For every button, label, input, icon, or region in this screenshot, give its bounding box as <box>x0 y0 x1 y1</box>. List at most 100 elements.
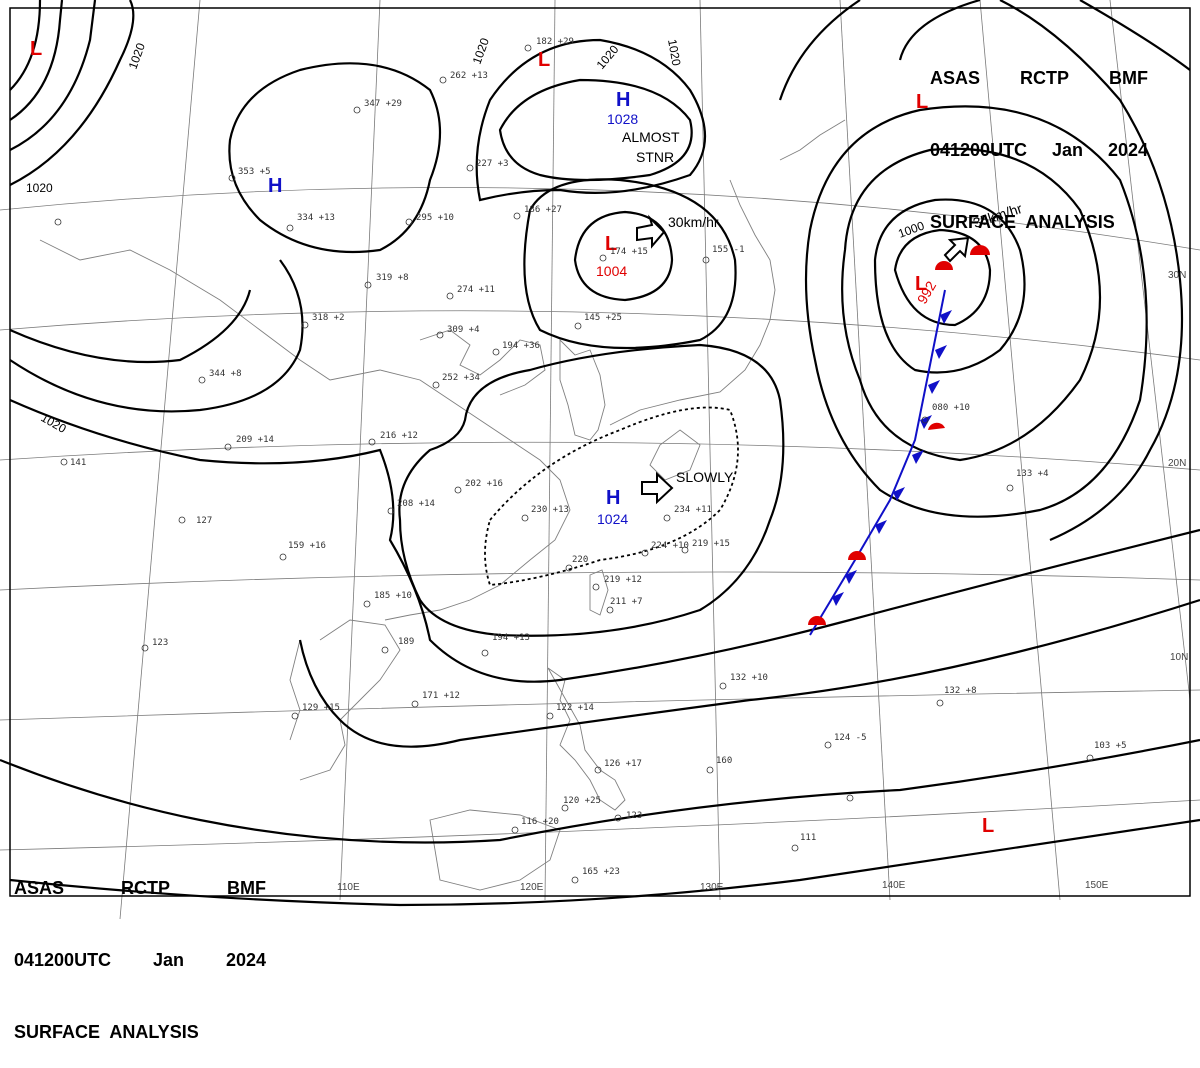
high-pressure-symbol: H <box>616 89 630 111</box>
station-label: 111 <box>800 833 816 843</box>
station-label: 252 +34 <box>442 373 480 383</box>
isobar <box>778 0 1184 542</box>
station-label: 080 +10 <box>932 403 970 413</box>
station-label: 347 +29 <box>364 99 402 109</box>
isobar <box>228 62 442 254</box>
isobar <box>498 78 693 182</box>
warm-front-marks <box>808 245 990 625</box>
station-label: 145 +25 <box>584 313 622 323</box>
high-pressure-symbol: H <box>268 175 282 197</box>
header-line-2: 041200UTC Jan 2024 <box>930 138 1148 162</box>
station-label: 194 +36 <box>502 341 540 351</box>
isobar <box>0 738 1200 844</box>
coast-taiwan <box>589 569 609 616</box>
isobar <box>298 598 1200 748</box>
station-label: 211 +7 <box>610 597 643 607</box>
station-label: 202 +16 <box>465 479 503 489</box>
lat-label: 20N <box>1168 458 1186 469</box>
graticule <box>0 0 1200 919</box>
station-label: 309 +4 <box>447 325 480 335</box>
low-pressure-symbol: L <box>982 815 994 837</box>
coast-borneo <box>429 809 561 891</box>
low-pressure-symbol: L <box>915 273 927 295</box>
station-label: 103 +5 <box>1094 741 1127 751</box>
station-label: 216 +12 <box>380 431 418 441</box>
isobar <box>9 0 64 121</box>
station-label: 344 +8 <box>209 369 242 379</box>
station-label: 141 <box>70 458 86 468</box>
map-header-top: ASAS RCTP BMF 041200UTC Jan 2024 SURFACE… <box>930 18 1148 258</box>
motion-arrow-low-east <box>943 236 970 263</box>
isobar-dotted <box>484 406 739 586</box>
coastlines <box>39 119 846 891</box>
high-pressure-value: 1028 <box>607 111 638 127</box>
header-time: 041200UTC <box>14 950 112 970</box>
header-line-2: 041200UTC Jan 2024 <box>14 948 266 972</box>
isobar <box>804 105 1148 518</box>
high-pressure-value: 1024 <box>597 511 628 527</box>
isobar <box>9 289 252 364</box>
isobars <box>0 0 1200 907</box>
isobar <box>873 198 1026 374</box>
motion-label: SLOWLY <box>676 469 734 485</box>
header-region: ASAS <box>14 878 65 898</box>
isobar <box>9 0 97 151</box>
station-label: 224 +10 <box>651 541 689 551</box>
low-pressure-value: 1004 <box>596 263 627 279</box>
weather-map: 1020 1020 1020 1020 1020 1020 1000 H 102… <box>0 0 1200 919</box>
station-label: 124 -5 <box>834 733 867 743</box>
isobar <box>398 343 785 637</box>
station-label: 295 +10 <box>416 213 454 223</box>
station-label: 189 <box>398 637 414 647</box>
station-label: 185 +10 <box>374 591 412 601</box>
station-label: 155 -1 <box>712 245 745 255</box>
isobar <box>523 178 737 350</box>
station-label: 182 +29 <box>536 37 574 47</box>
header-product: BMF <box>1108 68 1148 88</box>
station-label: 165 +23 <box>582 867 620 877</box>
isobar <box>9 398 1200 683</box>
station-label: 318 +2 <box>312 313 345 323</box>
station-label: 127 <box>196 516 212 526</box>
station-label: 227 +3 <box>476 159 509 169</box>
station-label: 120 +25 <box>563 796 601 806</box>
station-label: 122 +14 <box>556 703 594 713</box>
lat-label: 10N <box>1170 652 1188 663</box>
station-label: 353 +5 <box>238 167 271 177</box>
isobar <box>9 0 42 91</box>
station-label: 230 +13 <box>531 505 569 515</box>
isobar <box>475 38 707 202</box>
lon-label: 150E <box>1085 880 1109 891</box>
isobar <box>841 147 1102 462</box>
motion-arrows <box>636 214 970 505</box>
low-pressure-symbol: L <box>605 233 617 255</box>
station-label: 319 +8 <box>376 273 409 283</box>
isobar-label: 1020 <box>26 181 53 195</box>
header-time: 041200UTC <box>930 140 1028 160</box>
station-label: 194 +13 <box>492 633 530 643</box>
header-product: BMF <box>226 878 266 898</box>
lon-label: 120E <box>520 882 544 893</box>
motion-label: 30km/hr <box>668 214 719 230</box>
motion-label: ALMOST <box>622 129 680 145</box>
header-title: SURFACE ANALYSIS <box>930 212 1115 232</box>
station-label: 274 +11 <box>457 285 495 295</box>
low-pressure-symbol: L <box>30 38 42 60</box>
header-year: 2024 <box>1107 140 1148 160</box>
station-label: 126 +17 <box>604 759 642 769</box>
coast-philippines <box>547 667 626 811</box>
coast-china <box>39 239 571 621</box>
station-label: 132 +10 <box>730 673 768 683</box>
header-center: RCTP <box>1020 68 1069 88</box>
header-line-1: ASAS RCTP BMF <box>14 876 266 900</box>
header-month: Jan <box>1051 140 1084 160</box>
station-label: 160 <box>716 756 732 766</box>
coast-bohai <box>419 329 546 396</box>
station-label: 174 +15 <box>610 247 648 257</box>
station-values: 182 +29 262 +13 347 +29 227 +3 186 +27 1… <box>70 37 1127 877</box>
map-header-bottom: ASAS RCTP BMF 041200UTC Jan 2024 SURFACE… <box>14 828 266 1068</box>
grid-labels: 30N 20N 10N 110E 120E 130E 140E 150E <box>337 270 1188 893</box>
station-label: 234 +11 <box>674 505 712 515</box>
station-label: 262 +13 <box>450 71 488 81</box>
motion-label: STNR <box>636 149 674 165</box>
